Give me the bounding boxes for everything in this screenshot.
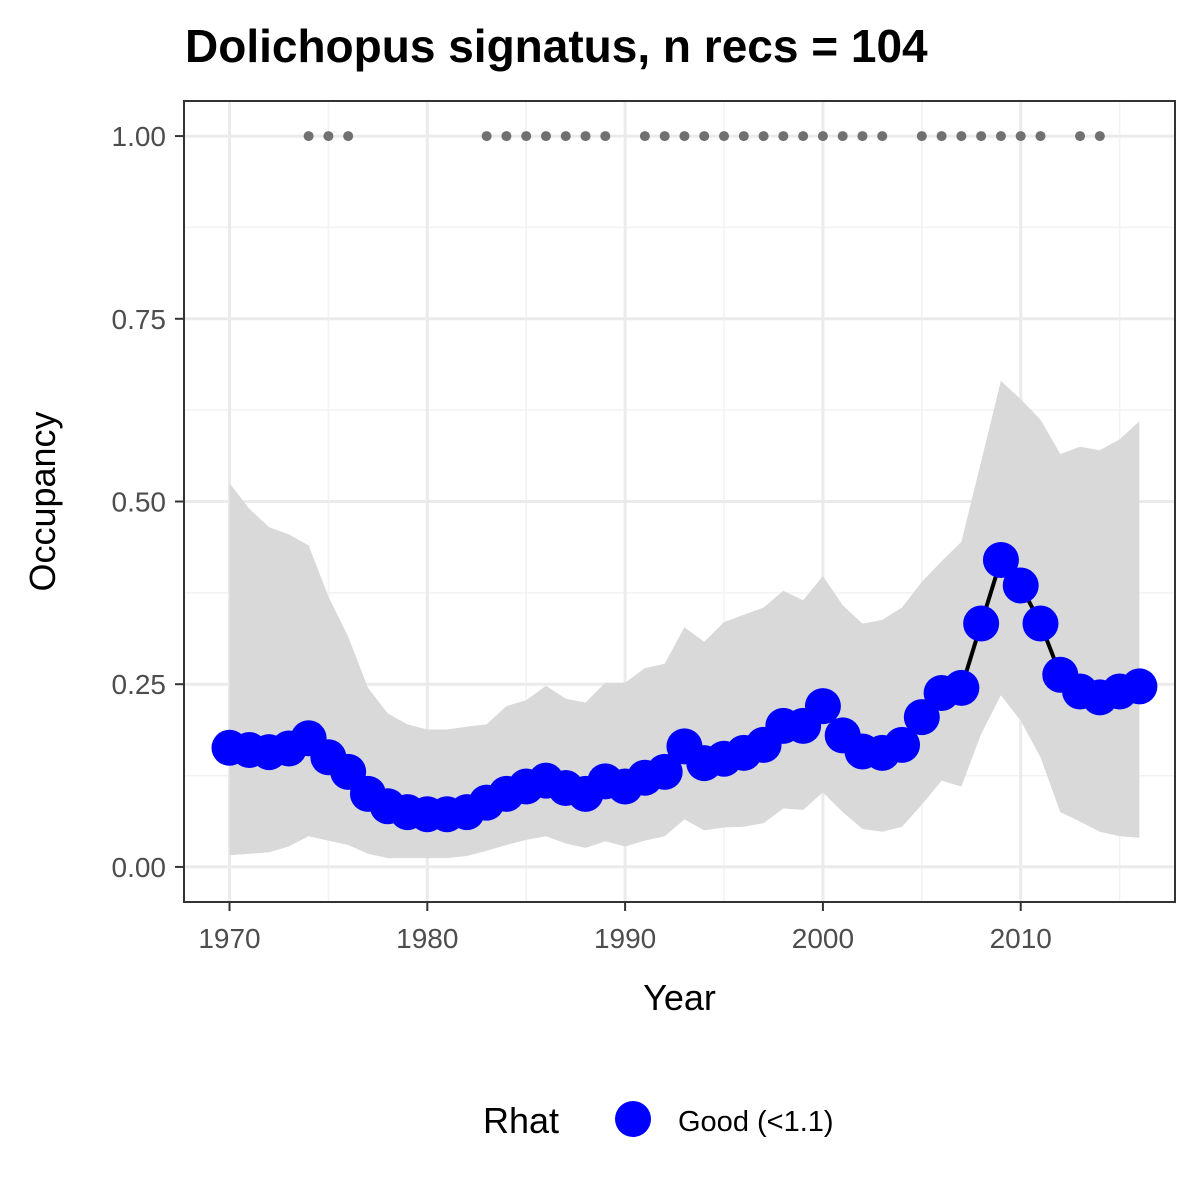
x-tick-label: 1980: [396, 923, 458, 954]
record-dot: [501, 131, 512, 142]
record-dot: [521, 131, 532, 142]
y-tick-label: 0.00: [112, 852, 167, 883]
record-dots-layer: [303, 131, 1105, 142]
record-dot: [481, 131, 492, 142]
data-point: [804, 688, 841, 725]
data-point: [1002, 567, 1039, 604]
x-tick-label: 2010: [990, 923, 1052, 954]
record-dot: [580, 131, 591, 142]
y-tick-label: 0.75: [112, 304, 167, 335]
record-dot: [639, 131, 650, 142]
legend-key-point: [615, 1101, 651, 1137]
x-tick-label: 1970: [198, 923, 260, 954]
legend-label-good: Good (<1.1): [678, 1106, 834, 1138]
record-dot: [857, 131, 868, 142]
data-point: [1121, 668, 1158, 705]
record-dot: [1035, 131, 1046, 142]
axes: 1970 1980 1990 2000 2010 0.00 0.25 0.50 0.75 1.00: [112, 121, 1052, 954]
record-dot: [699, 131, 710, 142]
record-dot: [719, 131, 730, 142]
record-dot: [1075, 131, 1086, 142]
record-dot: [323, 131, 334, 142]
record-dot: [1015, 131, 1026, 142]
y-tick-label: 0.50: [112, 487, 167, 518]
record-dot: [995, 131, 1006, 142]
record-dot: [837, 131, 848, 142]
record-dot: [600, 131, 611, 142]
record-dot: [778, 131, 789, 142]
data-point: [884, 726, 921, 763]
record-dot: [936, 131, 947, 142]
record-dot: [976, 131, 987, 142]
data-point: [646, 753, 683, 790]
record-dot: [798, 131, 809, 142]
x-axis-title: Year: [643, 977, 716, 1018]
data-point: [903, 699, 940, 736]
record-dot: [659, 131, 670, 142]
record-dot: [679, 131, 690, 142]
record-dot: [758, 131, 769, 142]
record-dot: [1094, 131, 1105, 142]
y-axis-title: Occupancy: [22, 411, 63, 591]
y-tick-label: 1.00: [112, 121, 167, 152]
data-point: [1022, 605, 1059, 642]
record-dot: [540, 131, 551, 142]
data-point: [982, 541, 1019, 578]
y-tick-label: 0.25: [112, 669, 167, 700]
data-points-layer: [211, 541, 1158, 833]
x-tick-label: 1990: [594, 923, 656, 954]
chart-title: Dolichopus signatus, n recs = 104: [185, 20, 928, 72]
record-dot: [956, 131, 967, 142]
record-dot: [817, 131, 828, 142]
x-tick-label: 2000: [792, 923, 854, 954]
record-dot: [303, 131, 314, 142]
record-dot: [916, 131, 927, 142]
data-point: [963, 605, 1000, 642]
record-dot: [560, 131, 571, 142]
record-dot: [738, 131, 749, 142]
legend: Rhat Good (<1.1): [483, 1100, 834, 1141]
legend-title: Rhat: [483, 1100, 559, 1141]
data-point: [943, 669, 980, 706]
record-dot: [877, 131, 888, 142]
record-dot: [343, 131, 354, 142]
